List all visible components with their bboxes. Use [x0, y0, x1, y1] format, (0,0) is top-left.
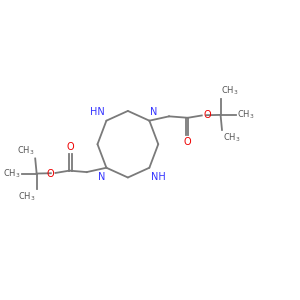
Text: CH$_3$: CH$_3$ [17, 144, 34, 157]
Text: O: O [203, 110, 211, 120]
Text: CH$_3$: CH$_3$ [18, 190, 36, 203]
Text: CH$_3$: CH$_3$ [3, 168, 20, 180]
Text: CH$_3$: CH$_3$ [237, 108, 254, 121]
Text: N: N [98, 172, 106, 182]
Text: O: O [183, 137, 191, 147]
Text: O: O [46, 169, 54, 179]
Text: CH$_3$: CH$_3$ [223, 132, 240, 144]
Text: O: O [66, 142, 74, 152]
Text: N: N [150, 106, 157, 117]
Text: NH: NH [151, 172, 166, 182]
Text: HN: HN [90, 106, 105, 117]
Text: CH$_3$: CH$_3$ [221, 85, 239, 97]
